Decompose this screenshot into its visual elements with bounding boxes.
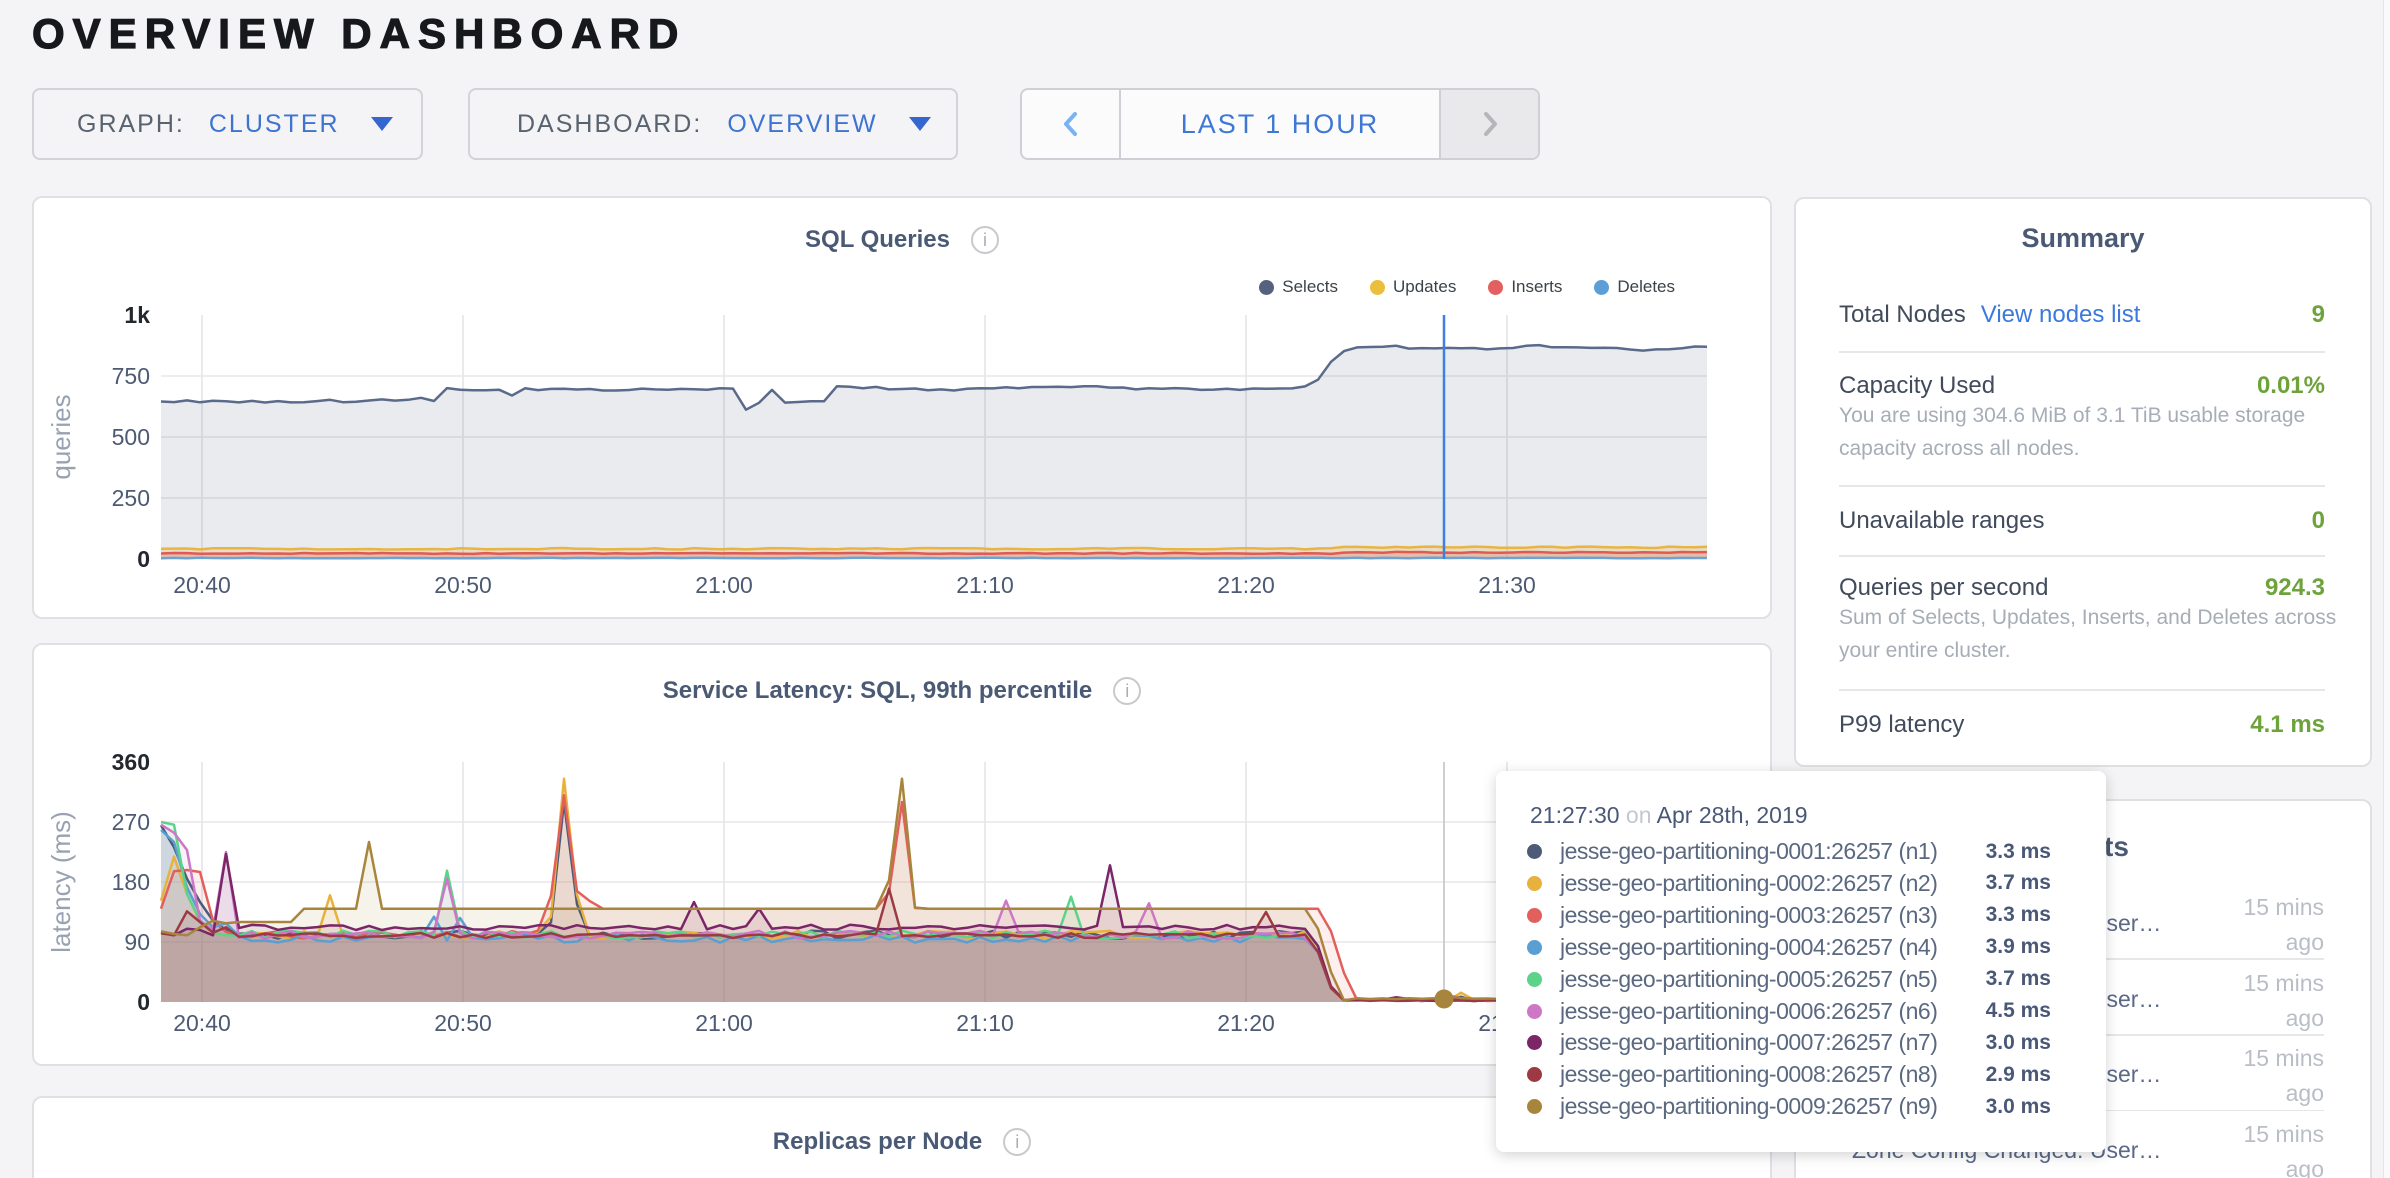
svg-text:20:50: 20:50 [434, 572, 492, 598]
svg-text:180: 180 [112, 869, 150, 895]
svg-text:latency (ms): latency (ms) [46, 811, 76, 953]
svg-text:21:10: 21:10 [956, 572, 1014, 598]
svg-text:20:40: 20:40 [173, 572, 231, 598]
svg-text:21:00: 21:00 [695, 1010, 753, 1036]
svg-text:21:20: 21:20 [1217, 572, 1275, 598]
svg-text:queries: queries [46, 394, 76, 479]
svg-text:250: 250 [112, 485, 150, 511]
svg-text:21:30: 21:30 [1478, 572, 1536, 598]
svg-text:270: 270 [112, 809, 150, 835]
svg-text:20:40: 20:40 [173, 1010, 231, 1036]
svg-text:360: 360 [112, 749, 150, 775]
svg-text:20:50: 20:50 [434, 1010, 492, 1036]
svg-text:21:00: 21:00 [695, 572, 753, 598]
svg-text:0: 0 [137, 989, 150, 1015]
svg-text:750: 750 [112, 363, 150, 389]
svg-text:1k: 1k [124, 302, 150, 328]
svg-text:0: 0 [137, 546, 150, 572]
svg-text:21:20: 21:20 [1217, 1010, 1275, 1036]
svg-text:21:10: 21:10 [956, 1010, 1014, 1036]
svg-text:90: 90 [124, 929, 150, 955]
svg-text:500: 500 [112, 424, 150, 450]
